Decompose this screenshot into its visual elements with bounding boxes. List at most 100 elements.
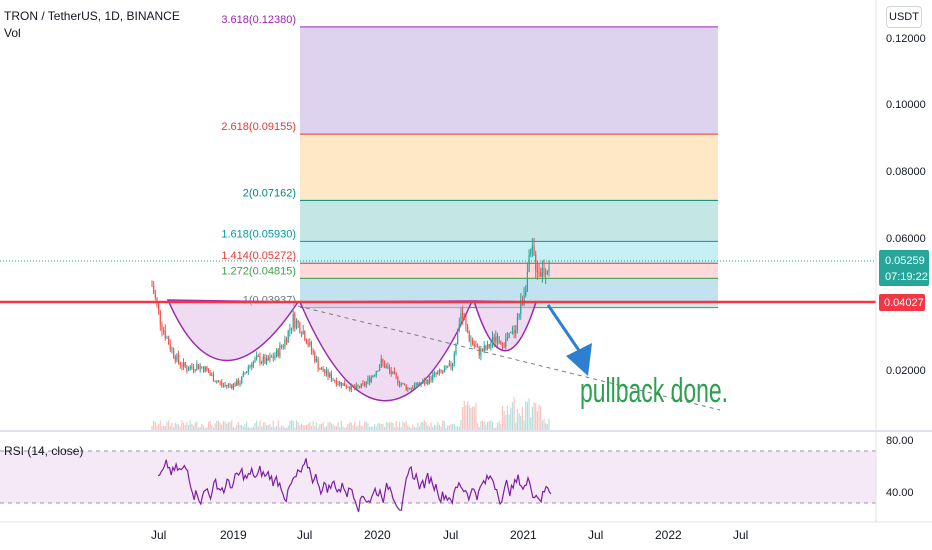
volume-bar <box>392 422 394 430</box>
candle-body <box>513 330 515 334</box>
volume-bar <box>465 405 467 430</box>
volume-bar <box>297 422 299 430</box>
volume-bar <box>237 422 239 430</box>
volume-bar <box>355 426 357 430</box>
volume-bar <box>375 426 377 430</box>
price-tick: 0.06000 <box>886 233 926 245</box>
fib-level-label: 3.618(0.12380) <box>221 14 296 26</box>
candle-body <box>282 346 284 348</box>
fib-band <box>300 200 718 242</box>
candle-body <box>181 365 183 367</box>
candle-body <box>462 313 464 319</box>
candle-body <box>305 340 308 344</box>
candle-body <box>239 383 241 385</box>
volume-bar <box>480 420 482 430</box>
candle-body <box>365 382 367 386</box>
volume-bar <box>438 424 440 430</box>
volume-bar <box>382 423 384 430</box>
volume-bar <box>378 423 381 430</box>
volume-bar <box>299 425 301 430</box>
candle-body <box>508 333 510 339</box>
rsi-legend[interactable]: RSI (14, close) <box>4 444 84 458</box>
volume-bar <box>417 422 419 430</box>
volume-legend[interactable]: Vol <box>4 26 21 40</box>
candle-body <box>153 285 155 294</box>
candle-body <box>496 336 499 343</box>
candle-body <box>312 350 314 353</box>
candle-body <box>407 388 409 390</box>
volume-bar <box>453 423 455 430</box>
volume-bars <box>151 396 550 430</box>
candle-body <box>158 303 160 311</box>
volume-bar <box>390 422 392 430</box>
volume-bar <box>467 401 469 430</box>
candle-body <box>430 376 432 381</box>
volume-bar <box>501 405 504 430</box>
cup-right <box>472 300 538 352</box>
price-axis[interactable]: 0.12000 0.10000 0.08000 0.06000 0.02000 <box>886 33 926 377</box>
volume-bar <box>506 405 509 430</box>
candle-body <box>335 380 337 385</box>
currency-button[interactable]: USDT <box>886 6 922 28</box>
volume-bar <box>545 423 547 430</box>
symbol-title[interactable]: TRON / TetherUS, 1D, BINANCE <box>4 9 180 23</box>
candle-body <box>176 354 178 361</box>
fib-level-label: 2.618(0.09155) <box>221 121 296 133</box>
candle-body <box>168 337 170 345</box>
volume-bar <box>267 424 269 430</box>
candle-body <box>412 388 414 390</box>
volume-bar <box>163 425 165 430</box>
price-tick: 0.10000 <box>886 99 926 111</box>
candle-body <box>242 373 244 377</box>
volume-bar <box>206 427 208 430</box>
volume-bar <box>209 420 211 430</box>
candle-body <box>369 378 371 382</box>
candle-body <box>151 285 153 287</box>
candle-body <box>224 385 226 387</box>
candle-body <box>520 300 522 314</box>
candle-body <box>163 330 165 332</box>
time-axis[interactable]: Jul 2019 Jul 2020 Jul 2021 Jul 2022 Jul <box>151 528 748 542</box>
candle-body <box>548 268 550 272</box>
volume-bar <box>272 420 274 430</box>
volume-bar <box>471 406 474 430</box>
volume-bar <box>413 426 416 430</box>
volume-bar <box>339 427 341 430</box>
fibonacci-extension[interactable]: 3.618(0.12380) 2.618(0.09155) 2(0.07162) 1.… <box>221 14 718 309</box>
candle-body <box>460 313 462 325</box>
candle-body <box>277 349 279 356</box>
rsi-axis[interactable]: 80.00 40.00 <box>886 435 914 499</box>
volume-bar <box>463 400 465 430</box>
downtrend-dashed-line[interactable] <box>297 305 721 411</box>
candle-body <box>297 320 299 324</box>
volume-bar <box>202 425 205 430</box>
pullback-arrow[interactable] <box>546 304 592 376</box>
candle-body <box>468 332 470 342</box>
volume-bar <box>432 426 434 430</box>
volume-bar <box>224 421 226 430</box>
volume-bar <box>292 420 294 430</box>
volume-bar <box>350 422 352 430</box>
pullback-annotation[interactable]: pullback done. <box>580 372 728 410</box>
candle-body <box>476 346 479 348</box>
volume-bar <box>518 413 520 430</box>
arrow-shaft <box>546 304 582 353</box>
volume-bar <box>503 410 505 430</box>
candle-body <box>355 385 357 389</box>
volume-bar <box>430 422 432 430</box>
volume-bar <box>546 423 548 430</box>
candle-body <box>535 254 537 270</box>
volume-bar <box>335 426 337 430</box>
candle-body <box>453 353 455 364</box>
volume-bar <box>357 425 359 430</box>
candle-body <box>201 366 203 368</box>
candle-body <box>435 372 437 375</box>
candle-body <box>327 370 329 377</box>
candle-body <box>367 378 369 383</box>
volume-bar <box>526 401 529 430</box>
volume-bar <box>174 422 176 430</box>
volume-bar <box>415 427 417 430</box>
candle-body <box>500 341 502 345</box>
candle-body <box>169 344 171 350</box>
